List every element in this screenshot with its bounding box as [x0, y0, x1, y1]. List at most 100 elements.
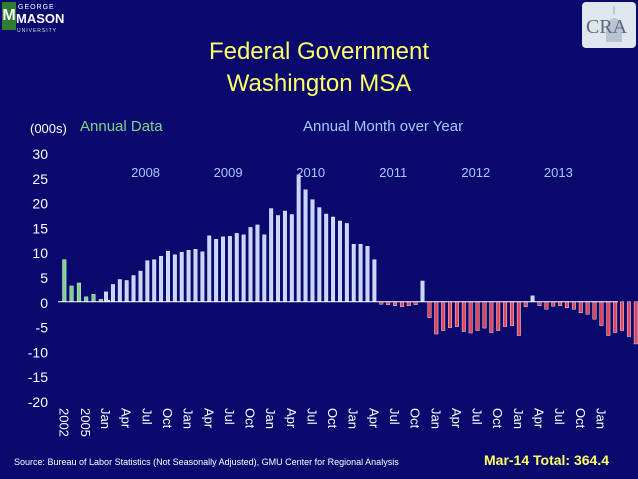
- monthly-bar-negative: [427, 301, 432, 318]
- cra-logo: CRA: [582, 2, 636, 48]
- x-tick-label: Oct: [243, 408, 258, 429]
- monthly-bar-positive: [248, 227, 253, 302]
- monthly-bar-negative: [475, 301, 480, 331]
- monthly-bar-positive: [207, 235, 212, 303]
- monthly-bar-positive: [200, 251, 205, 302]
- annual-bar: [69, 285, 74, 303]
- x-tick-label: Apr: [366, 408, 381, 429]
- monthly-bar-positive: [331, 216, 336, 302]
- monthly-bar-negative: [585, 301, 590, 315]
- x-tick-label: Jan: [263, 408, 278, 429]
- monthly-bar-positive: [530, 295, 535, 302]
- monthly-bar-positive: [276, 215, 280, 303]
- x-tick-label: Jan: [511, 408, 526, 429]
- monthly-bar-positive: [152, 259, 157, 303]
- year-label: 2009: [214, 165, 243, 180]
- y-tick-label: -20: [28, 394, 48, 410]
- x-tick-label: Oct: [490, 408, 505, 429]
- units-label: (000s): [30, 121, 67, 136]
- y-tick-label: 20: [32, 196, 48, 212]
- monthly-bar-negative: [523, 301, 528, 307]
- monthly-bar-negative: [620, 301, 624, 331]
- x-tick-label: Jul: [304, 408, 319, 425]
- monthly-data-label: Annual Month over Year: [303, 118, 464, 135]
- year-label: 2011: [379, 165, 407, 180]
- x-tick-label: Jan: [593, 408, 608, 429]
- y-tick-label: -5: [36, 320, 49, 336]
- x-tick-label: Jul: [387, 408, 402, 425]
- x-tick-label: 2005: [78, 408, 93, 437]
- monthly-bar-positive: [344, 223, 349, 303]
- gmu-logo-top: GEORGE: [18, 4, 55, 11]
- monthly-bar-positive: [324, 213, 329, 302]
- monthly-bar-positive: [241, 234, 246, 302]
- monthly-bar-positive: [172, 254, 177, 302]
- annual-data-label: Annual Data: [80, 118, 163, 135]
- annual-bar: [76, 282, 81, 302]
- gmu-logo: M GEORGE MASON UNIVERSITY: [2, 2, 64, 42]
- monthly-bar-positive: [282, 210, 287, 302]
- source-note: Source: Bureau of Labor Statistics (Not …: [14, 457, 399, 467]
- x-tick-label: Jul: [470, 408, 485, 425]
- monthly-bar-negative: [482, 301, 487, 329]
- monthly-bar-negative: [510, 301, 514, 326]
- monthly-bar-negative: [441, 301, 446, 331]
- y-tick-label: 25: [32, 171, 48, 187]
- monthly-bar-positive: [214, 239, 219, 302]
- monthly-bar-negative: [516, 301, 521, 336]
- gmu-logo-bottom: UNIVERSITY: [17, 28, 58, 34]
- monthly-bar-negative: [406, 301, 411, 306]
- monthly-bar-negative: [544, 301, 549, 310]
- gmu-logo-letter: M: [2, 2, 16, 30]
- monthly-bar-positive: [166, 251, 170, 302]
- x-tick-label: Jan: [346, 408, 361, 429]
- monthly-bar-negative: [592, 301, 597, 320]
- x-tick-label: Jan: [98, 408, 113, 429]
- monthly-bar-negative: [454, 301, 459, 327]
- x-tick-label: Oct: [408, 408, 423, 429]
- monthly-bar-positive: [221, 236, 225, 303]
- x-tick-label: Apr: [119, 408, 134, 429]
- x-tick-label: Oct: [325, 408, 340, 429]
- monthly-bar-negative: [606, 301, 611, 336]
- monthly-bar-positive: [420, 280, 425, 302]
- page-title: Federal Government: [208, 38, 430, 65]
- monthly-bar-negative: [633, 301, 638, 345]
- annual-bar: [84, 296, 89, 302]
- x-tick-label: Jul: [552, 408, 567, 425]
- monthly-bar-positive: [372, 259, 377, 303]
- monthly-bar-positive: [179, 251, 184, 302]
- y-tick-label: 30: [32, 146, 48, 162]
- monthly-bar-positive: [317, 207, 322, 302]
- monthly-bar-positive: [117, 279, 122, 303]
- monthly-bar-positive: [131, 275, 136, 302]
- monthly-bar-negative: [468, 301, 473, 334]
- monthly-bar-negative: [399, 301, 404, 307]
- x-tick-label: Apr: [201, 408, 216, 429]
- monthly-bar-positive: [110, 284, 115, 303]
- x-tick-label: 2002: [56, 408, 71, 437]
- monthly-bar-negative: [578, 301, 583, 313]
- y-tick-label: -15: [28, 369, 48, 385]
- year-label: 2010: [296, 165, 325, 180]
- monthly-bar-positive: [255, 224, 260, 302]
- monthly-bar-negative: [448, 301, 452, 328]
- y-tick-label: 0: [40, 295, 48, 311]
- monthly-bar-negative: [565, 301, 569, 308]
- monthly-bar-positive: [227, 236, 232, 303]
- x-tick-label: Jul: [139, 408, 154, 425]
- annual-bar: [62, 259, 67, 303]
- monthly-bar-positive: [186, 250, 191, 303]
- monthly-bar-positive: [338, 220, 342, 302]
- gmu-logo-name: MASON: [16, 11, 65, 26]
- x-tick-label: Apr: [531, 408, 546, 429]
- monthly-bar-negative: [489, 301, 494, 333]
- y-tick-label: 10: [32, 245, 48, 261]
- monthly-bar-negative: [613, 301, 618, 333]
- monthly-bar-negative: [551, 301, 556, 307]
- year-label: 2008: [131, 165, 160, 180]
- x-tick-label: Jan: [428, 408, 443, 429]
- page-subtitle: Washington MSA: [226, 70, 412, 97]
- x-tick-label: Jan: [181, 408, 196, 429]
